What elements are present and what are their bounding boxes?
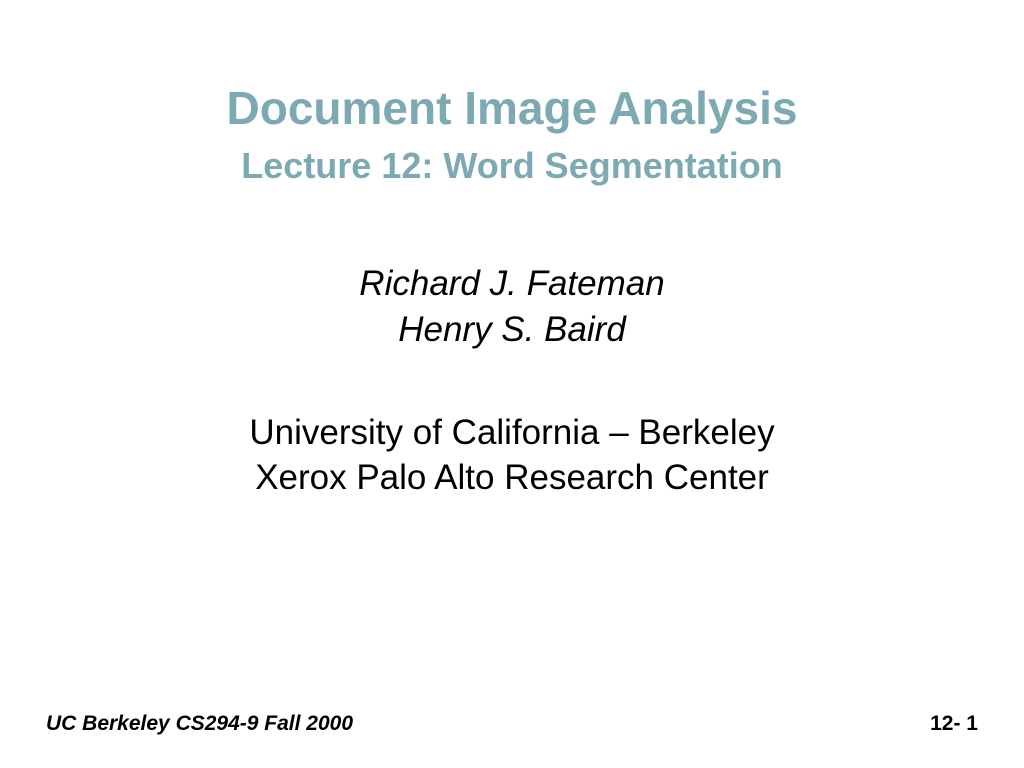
authors-block: Richard J. Fateman Henry S. Baird (0, 261, 1024, 353)
footer-course: UC Berkeley CS294-9 Fall 2000 (46, 712, 353, 736)
author-name: Henry S. Baird (0, 307, 1024, 353)
affiliations-block: University of California – Berkeley Xero… (0, 411, 1024, 501)
affiliation: University of California – Berkeley (0, 411, 1024, 456)
footer-page-number: 12- 1 (930, 712, 978, 736)
slide-title: Document Image Analysis (0, 82, 1024, 135)
affiliation: Xerox Palo Alto Research Center (0, 456, 1024, 501)
slide-subtitle: Lecture 12: Word Segmentation (0, 145, 1024, 187)
slide: Document Image Analysis Lecture 12: Word… (0, 0, 1024, 768)
author-name: Richard J. Fateman (0, 261, 1024, 307)
slide-footer: UC Berkeley CS294-9 Fall 2000 12- 1 (0, 712, 1024, 736)
